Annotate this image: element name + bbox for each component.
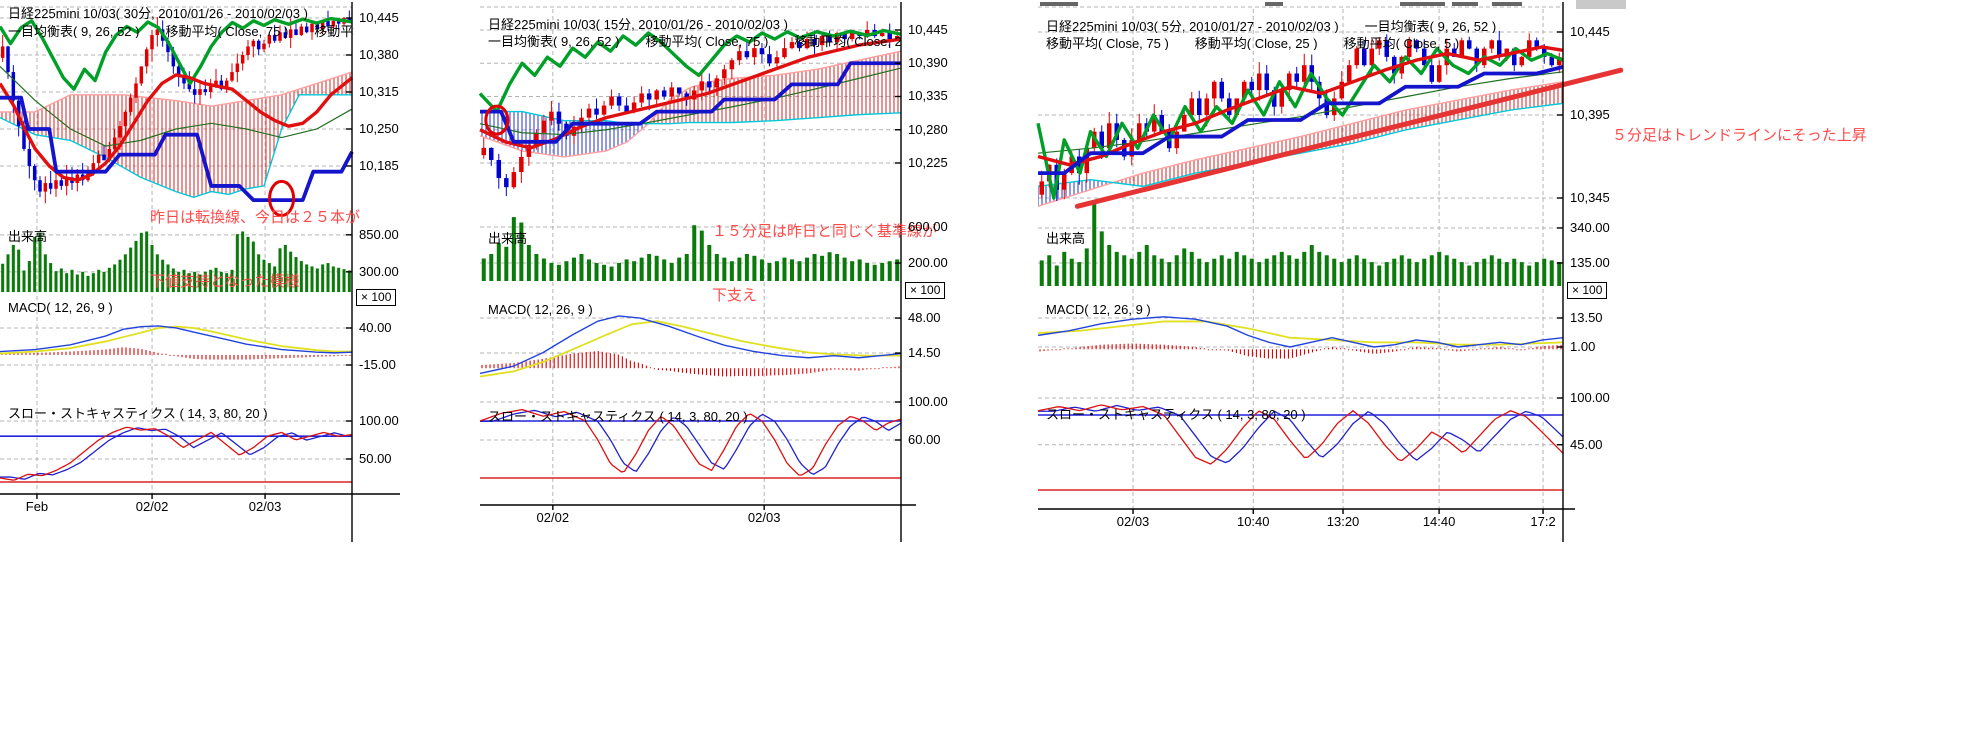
axis-tick-label: 10,185 — [359, 157, 399, 173]
axis-tick-label: 200.00 — [908, 255, 948, 270]
window-artifact — [1400, 2, 1445, 6]
macd-section-label: MACD( 12, 26, 9 ) — [8, 300, 113, 315]
axis-tick-label: 135.00 — [1570, 254, 1610, 270]
x-axis-tick-label: 02/03 — [747, 510, 781, 525]
x-axis-tick-label: 13:20 — [1326, 514, 1360, 529]
axis-tick-label: 10,445 — [359, 10, 399, 25]
window-artifact — [1452, 2, 1478, 6]
axis-tick-label: 10,395 — [1570, 107, 1610, 122]
x-axis-tick-label: 14:40 — [1422, 514, 1456, 529]
axis-tick-label: -15.00 — [359, 356, 396, 372]
axis-tick-label: 10,380 — [359, 46, 399, 62]
chart-indicator-settings: 一目均衡表( 9, 26, 52 ) 移動平均( Close, 75 ) 移動平… — [488, 34, 901, 48]
x-axis-tick-label: 02/03 — [1116, 514, 1150, 529]
chart-indicator-settings: 一目均衡表( 9, 26, 52 ) 移動平均( Close, 75 ) 移動平… — [8, 24, 354, 38]
axis-tick-label: 13.50 — [1570, 309, 1603, 325]
volume-section-label: 出来高 — [488, 231, 528, 246]
chart-title: 日経225mini 10/03( 30分, 2010/01/26 - 2010/… — [8, 6, 308, 20]
stoch-section-label: スロー・ストキャスティクス ( 14, 3, 80, 20 ) — [488, 409, 748, 424]
macd-section-label: MACD( 12, 26, 9 ) — [488, 302, 593, 317]
window-artifact — [1265, 2, 1283, 6]
annotation-line: 下値支持となった模様 — [150, 273, 300, 290]
x-axis-tick-label: 02/03 — [248, 499, 282, 514]
axis-tick-label: 10,315 — [359, 83, 399, 99]
annotation-line: 昨日は転換線、今日は２５本が — [150, 209, 361, 226]
axis-tick-label: 40.00 — [359, 319, 392, 335]
axis-tick-label: 10,225 — [908, 154, 948, 170]
annotation-note: 昨日は転換線、今日は２５本が 下値支持となった模様 — [150, 170, 360, 334]
annotation-line: 下支え — [712, 287, 758, 304]
multiplier-badge: × 100 — [356, 289, 397, 306]
chart-indicator-settings: 移動平均( Close, 75 ) 移動平均( Close, 25 ) 移動平均… — [1046, 36, 1460, 50]
axis-tick-label: 14.50 — [908, 345, 941, 361]
annotation-note: ５分足はトレンドラインにそった上昇 — [1612, 88, 1867, 188]
axis-tick-label: 48.00 — [908, 310, 941, 326]
axis-tick-label: 10,345 — [1570, 190, 1610, 205]
axis-tick-label: 45.00 — [1570, 436, 1603, 452]
axis-tick-label: 100.00 — [359, 413, 399, 428]
axis-tick-label: 340.00 — [1570, 219, 1610, 235]
volume-section-label: 出来高 — [1046, 231, 1086, 246]
axis-tick-label: 10,335 — [908, 88, 948, 104]
annotation-line: １５分足は昨日と同じく基準線が — [712, 223, 938, 240]
axis-tick-label: 300.00 — [359, 263, 399, 279]
axis-tick-label: 10,390 — [908, 55, 948, 71]
x-axis-tick-label: 02/02 — [135, 499, 169, 514]
axis-tick-label: 100.00 — [908, 394, 948, 409]
axis-tick-label: 50.00 — [359, 451, 392, 466]
chart-title: 日経225mini 10/03( 15分, 2010/01/26 - 2010/… — [488, 17, 788, 31]
multiplier-badge: × 100 — [1567, 282, 1608, 299]
axis-tick-label: 1.00 — [1570, 338, 1596, 354]
x-axis-tick-label: 17:2 — [1530, 514, 1556, 529]
axis-tick-label: 10,445 — [908, 22, 948, 37]
volume-section-label: 出来高 — [8, 229, 48, 244]
annotation-line: ５分足はトレンドラインにそった上昇 — [1612, 127, 1867, 144]
window-artifact — [1040, 2, 1078, 6]
window-artifact — [1576, 0, 1626, 9]
multiplier-badge: × 100 — [905, 282, 946, 299]
axis-tick-label: 10,250 — [359, 120, 399, 136]
axis-tick-label: 850.00 — [359, 226, 399, 242]
chart-title: 日経225mini 10/03( 5分, 2010/01/27 - 2010/0… — [1046, 19, 1497, 33]
stoch-section-label: スロー・ストキャスティクス ( 14, 3, 80, 20 ) — [1046, 407, 1306, 422]
axis-tick-label: 600.00 — [908, 219, 948, 234]
stoch-section-label: スロー・ストキャスティクス ( 14, 3, 80, 20 ) — [8, 406, 268, 421]
window-artifact — [1492, 2, 1522, 6]
macd-section-label: MACD( 12, 26, 9 ) — [1046, 302, 1151, 317]
annotation-note: １５分足は昨日と同じく基準線が 下支え — [712, 184, 937, 348]
x-axis-tick-label: 02/02 — [536, 510, 570, 525]
axis-tick-label: 10,445 — [1570, 24, 1610, 39]
x-axis-tick-label: 10:40 — [1236, 514, 1270, 529]
axis-tick-label: 100.00 — [1570, 390, 1610, 405]
axis-tick-label: 10,280 — [908, 121, 948, 137]
axis-tick-label: 60.00 — [908, 432, 941, 447]
x-axis-tick-label: Feb — [25, 499, 49, 514]
